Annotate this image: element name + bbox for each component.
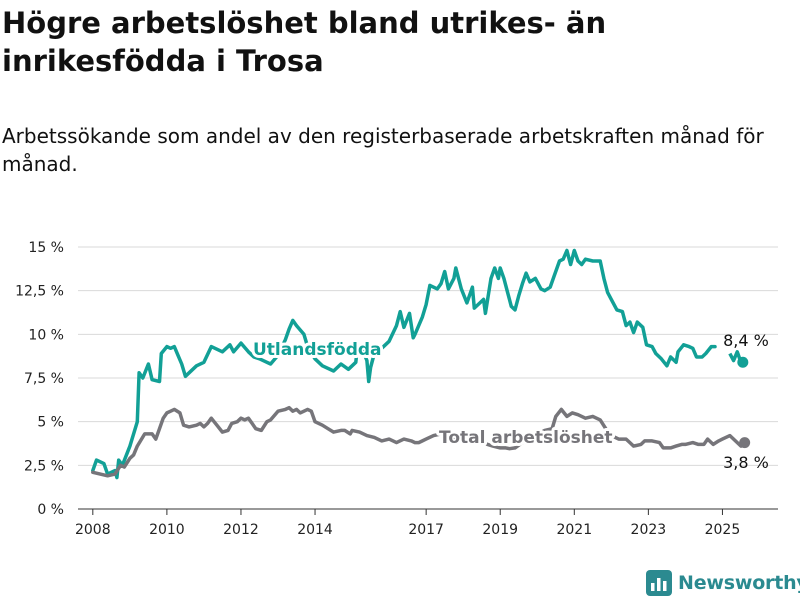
end-point-total bbox=[739, 437, 751, 449]
y-tick-label: 10 % bbox=[28, 327, 64, 343]
end-label-total: 3,8 % bbox=[723, 453, 769, 472]
y-tick-label: 5 % bbox=[37, 415, 64, 431]
y-tick-label: 0 % bbox=[37, 502, 64, 518]
end-point-utlandsfodda bbox=[737, 356, 749, 368]
series-lines bbox=[91, 248, 751, 480]
x-tick-label: 2025 bbox=[705, 522, 741, 538]
x-tick-label: 2010 bbox=[149, 522, 185, 538]
chart-title: Högre arbetslöshet bland utrikes- än inr… bbox=[2, 6, 607, 78]
end-label-utlandsfodda: 8,4 % bbox=[723, 331, 769, 350]
series-line-utlandsfodda bbox=[91, 248, 717, 480]
x-tick-label: 2008 bbox=[75, 522, 111, 538]
series-label-total: Total arbetslöshet bbox=[439, 428, 613, 448]
series-line-total bbox=[91, 405, 747, 478]
brand-logo: Newsworthy bbox=[646, 568, 800, 598]
x-tick-label: 2017 bbox=[408, 522, 444, 538]
x-tick-label: 2014 bbox=[297, 522, 333, 538]
bar-chart-logo-icon bbox=[646, 570, 672, 596]
x-tick-label: 2021 bbox=[556, 522, 592, 538]
brand-name: Newsworthy bbox=[678, 572, 800, 594]
x-tick-label: 2019 bbox=[482, 522, 518, 538]
y-tick-label: 15 % bbox=[28, 240, 64, 256]
series-line-utlandsfodda-end bbox=[728, 350, 743, 363]
series-label-halo: Total arbetslöshet bbox=[439, 428, 613, 448]
y-tick-label: 12,5 % bbox=[15, 284, 64, 300]
x-tick-label: 2023 bbox=[631, 522, 667, 538]
y-tick-label: 7,5 % bbox=[24, 371, 64, 387]
series-label-utlandsfodda: Utlandsfödda bbox=[253, 340, 382, 360]
chart-subtitle: Arbetssökande som andel av den registerb… bbox=[2, 124, 764, 176]
y-tick-label: 2,5 % bbox=[24, 458, 64, 474]
y-axis-labels: 0 % 2,5 % 5 % 7,5 % 10 % 12,5 % 15 % bbox=[15, 240, 64, 518]
series-label-halo: Utlandsfödda bbox=[253, 340, 382, 360]
x-axis: 2008 2010 2012 2014 2017 2019 2021 2023 2025 bbox=[75, 508, 778, 538]
x-tick-label: 2012 bbox=[223, 522, 259, 538]
gridlines bbox=[78, 246, 778, 466]
